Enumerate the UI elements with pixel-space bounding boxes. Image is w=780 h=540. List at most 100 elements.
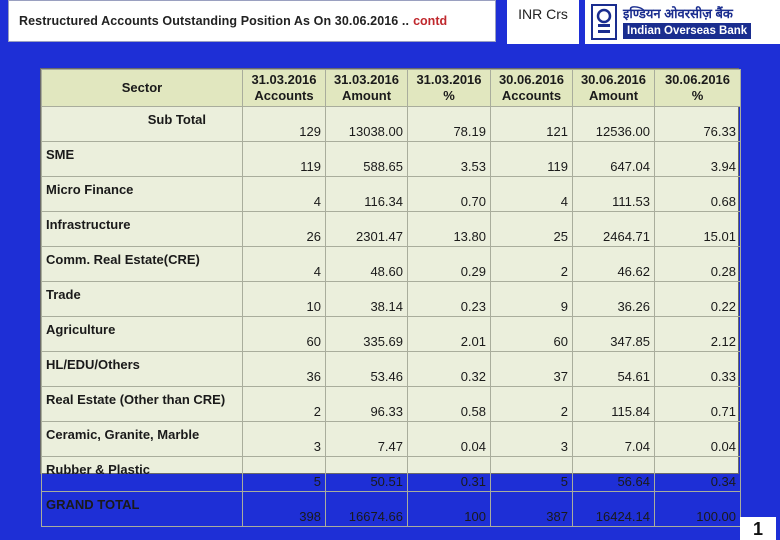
column-header: 31.03.2016 Accounts xyxy=(242,69,326,107)
value-cell: 121 xyxy=(490,106,573,142)
subtotal-row: Sub Total 129 13038.00 78.19 121 12536.00 76.3… xyxy=(41,106,741,142)
value-cell: 398 xyxy=(242,491,326,527)
value-cell: 78.19 xyxy=(407,106,491,142)
value-cell: 12536.00 xyxy=(572,106,655,142)
slide-title-box: Restructured Accounts Outstanding Positi… xyxy=(8,0,496,42)
value-cell: 2464.71 xyxy=(572,211,655,247)
table-row: Micro Finance 4 116.34 0.70 4 111.53 0.68 xyxy=(41,176,741,212)
value-cell: 0.71 xyxy=(654,386,741,422)
value-cell: 15.01 xyxy=(654,211,741,247)
value-cell: 100.00 xyxy=(654,491,741,527)
value-cell: 36.26 xyxy=(572,281,655,317)
value-cell: 3.53 xyxy=(407,141,491,177)
bank-name-hindi: इण्डियन ओवरसीज़ बैंक xyxy=(623,5,733,21)
table-row: Ceramic, Granite, Marble 3 7.47 0.04 3 7.04 0.… xyxy=(41,421,741,457)
value-cell: 60 xyxy=(242,316,326,352)
slide-title-contd: contd xyxy=(413,14,448,28)
value-cell: 25 xyxy=(490,211,573,247)
value-cell: 13038.00 xyxy=(325,106,408,142)
value-cell: 96.33 xyxy=(325,386,408,422)
value-cell: 115.84 xyxy=(572,386,655,422)
value-cell: 10 xyxy=(242,281,326,317)
bank-logo: इण्डियन ओवरसीज़ बैंक Indian Overseas Ban… xyxy=(585,0,780,44)
value-cell: 119 xyxy=(490,141,573,177)
value-cell: 0.34 xyxy=(654,456,741,492)
value-cell: 100 xyxy=(407,491,491,527)
value-cell: 16424.14 xyxy=(572,491,655,527)
value-cell: 2 xyxy=(490,246,573,282)
value-cell: 2 xyxy=(242,386,326,422)
value-cell: 3 xyxy=(490,421,573,457)
sector-cell: SME xyxy=(41,141,243,177)
column-header: 30.06.2016 Amount xyxy=(572,69,655,107)
value-cell: 0.70 xyxy=(407,176,491,212)
value-cell: 13.80 xyxy=(407,211,491,247)
value-cell: 36 xyxy=(242,351,326,387)
value-cell: 9 xyxy=(490,281,573,317)
value-cell: 0.22 xyxy=(654,281,741,317)
column-header: 31.03.2016 Amount xyxy=(325,69,408,107)
sector-cell: Rubber & Plastic xyxy=(41,456,243,492)
value-cell: 46.62 xyxy=(572,246,655,282)
value-cell: 2.12 xyxy=(654,316,741,352)
sector-cell: HL/EDU/Others xyxy=(41,351,243,387)
sector-cell: GRAND TOTAL xyxy=(41,491,243,527)
slide-title: Restructured Accounts Outstanding Positi… xyxy=(19,14,410,28)
sector-cell: Ceramic, Granite, Marble xyxy=(41,421,243,457)
table-header-row: Sector 31.03.2016 Accounts 31.03.2016 Am… xyxy=(41,69,741,107)
sector-cell: Infrastructure xyxy=(41,211,243,247)
value-cell: 0.29 xyxy=(407,246,491,282)
value-cell: 116.34 xyxy=(325,176,408,212)
value-cell: 56.64 xyxy=(572,456,655,492)
column-header: 30.06.2016 Accounts xyxy=(490,69,573,107)
table-row: Comm. Real Estate(CRE) 4 48.60 0.29 2 46.62 0.… xyxy=(41,246,741,282)
value-cell: 0.04 xyxy=(654,421,741,457)
value-cell: 0.33 xyxy=(654,351,741,387)
table-row: HL/EDU/Others 36 53.46 0.32 37 54.61 0.33 xyxy=(41,351,741,387)
sector-cell: Comm. Real Estate(CRE) xyxy=(41,246,243,282)
value-cell: 4 xyxy=(242,246,326,282)
value-cell: 0.23 xyxy=(407,281,491,317)
value-cell: 0.04 xyxy=(407,421,491,457)
value-cell: 335.69 xyxy=(325,316,408,352)
bank-emblem-icon xyxy=(591,4,617,40)
value-cell: 4 xyxy=(490,176,573,212)
value-cell: 0.68 xyxy=(654,176,741,212)
value-cell: 53.46 xyxy=(325,351,408,387)
restructured-accounts-table: Sector 31.03.2016 Accounts 31.03.2016 Am… xyxy=(40,68,741,527)
table-row: Trade 10 38.14 0.23 9 36.26 0.22 xyxy=(41,281,741,317)
bank-name-english: Indian Overseas Bank xyxy=(623,22,752,39)
value-cell: 5 xyxy=(242,456,326,492)
value-cell: 4 xyxy=(242,176,326,212)
value-cell: 50.51 xyxy=(325,456,408,492)
currency-label-box: INR Crs xyxy=(507,0,579,44)
table-row: Real Estate (Other than CRE) 2 96.33 0.58 2 1… xyxy=(41,386,741,422)
value-cell: 3 xyxy=(242,421,326,457)
value-cell: 7.04 xyxy=(572,421,655,457)
column-header: 30.06.2016 % xyxy=(654,69,741,107)
sector-cell: Agriculture xyxy=(41,316,243,352)
currency-label: INR Crs xyxy=(518,6,568,22)
value-cell: 0.28 xyxy=(654,246,741,282)
column-header: 31.03.2016 % xyxy=(407,69,491,107)
sector-cell: Micro Finance xyxy=(41,176,243,212)
value-cell: 129 xyxy=(242,106,326,142)
value-cell: 26 xyxy=(242,211,326,247)
sector-cell: Trade xyxy=(41,281,243,317)
value-cell: 16674.66 xyxy=(325,491,408,527)
column-header: Sector xyxy=(41,69,243,107)
table-row: Rubber & Plastic 5 50.51 0.31 5 56.64 0.34 xyxy=(41,456,741,492)
value-cell: 0.32 xyxy=(407,351,491,387)
value-cell: 588.65 xyxy=(325,141,408,177)
table-row: SME 119 588.65 3.53 119 647.04 3.94 xyxy=(41,141,741,177)
value-cell: 60 xyxy=(490,316,573,352)
value-cell: 119 xyxy=(242,141,326,177)
sector-cell: Real Estate (Other than CRE) xyxy=(41,386,243,422)
value-cell: 347.85 xyxy=(572,316,655,352)
table-row: Infrastructure 26 2301.47 13.80 25 2464.71 15.… xyxy=(41,211,741,247)
value-cell: 76.33 xyxy=(654,106,741,142)
value-cell: 387 xyxy=(490,491,573,527)
value-cell: 38.14 xyxy=(325,281,408,317)
sector-cell: Sub Total xyxy=(41,106,243,142)
page-number: 1 xyxy=(740,517,776,540)
